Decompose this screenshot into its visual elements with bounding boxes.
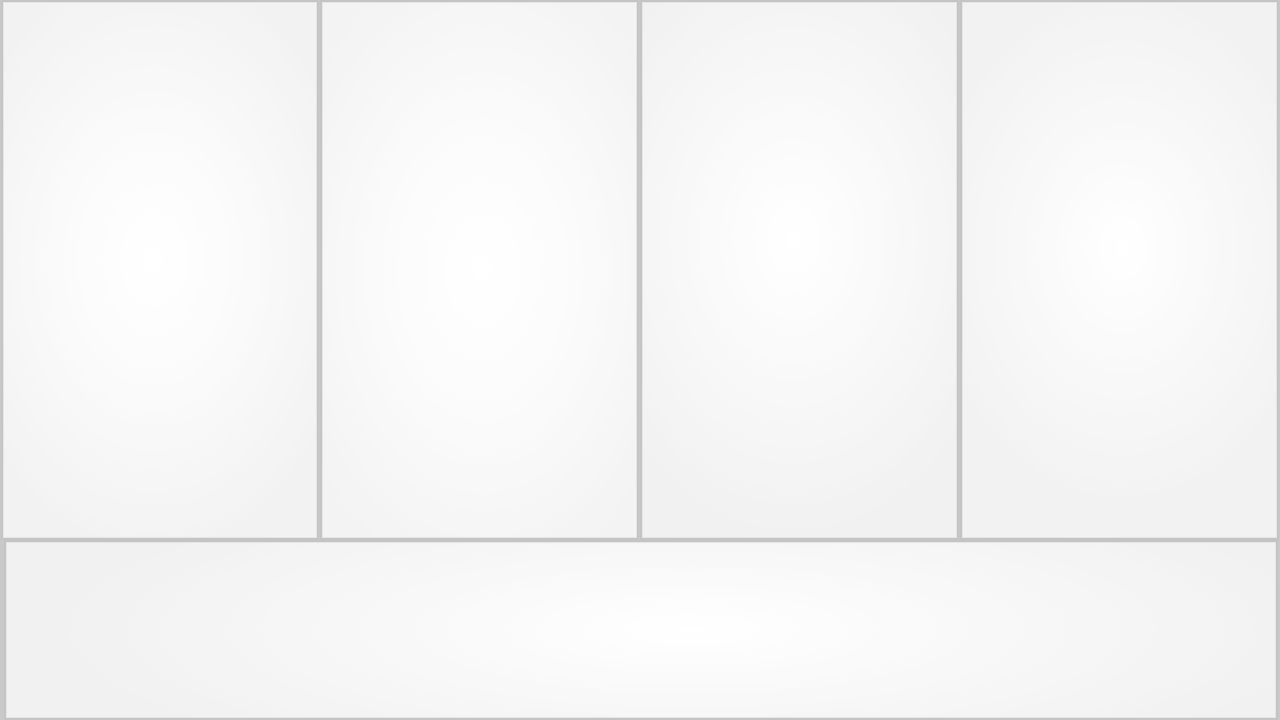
top-panel-1[interactable] (1, 0, 319, 540)
top-panel-2[interactable] (320, 0, 639, 540)
bottom-panel[interactable] (4, 540, 1278, 720)
top-panel-4[interactable] (960, 0, 1279, 540)
top-panel-3[interactable] (640, 0, 959, 540)
